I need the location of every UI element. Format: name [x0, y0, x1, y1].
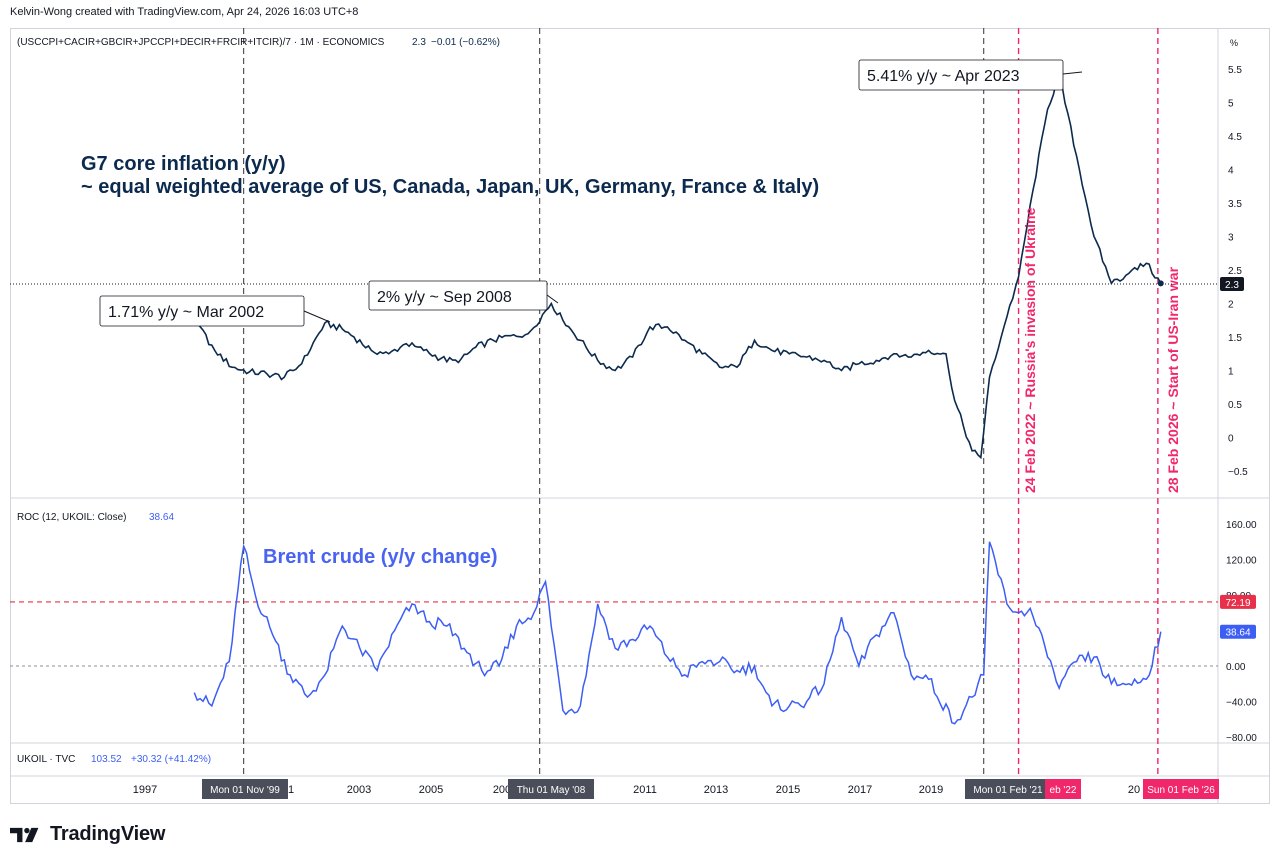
- x-tick-label: 2003: [347, 784, 371, 796]
- callout-2002: 1.71% y/y ~ Mar 2002: [99, 295, 331, 327]
- callout-2023-text: 5.41% y/y ~ Apr 2023: [867, 68, 1020, 85]
- tradingview-logo[interactable]: TradingView: [10, 823, 165, 846]
- bottom-y-tick-label: 120.00: [1226, 556, 1257, 567]
- brent-series-line: [193, 541, 1162, 725]
- x-badge-bg: [1045, 779, 1081, 799]
- tradingview-logo-text: TradingView: [50, 823, 166, 845]
- top-y-tick-label: 2: [1228, 300, 1234, 311]
- x-badge-label: Mon 01 Feb '21: [973, 785, 1043, 796]
- inflation-last-point: [1157, 280, 1164, 287]
- callout-2023: 5.41% y/y ~ Apr 2023: [858, 59, 1083, 91]
- x-badge-label: Mon 01 Nov '99: [210, 785, 280, 796]
- ukoil-legend-change: +30.32 (+41.42%): [131, 754, 211, 765]
- top-legend-change: −0.01 (−0.62%): [431, 37, 500, 48]
- chart-credit: Kelvin-Wong created with TradingView.com…: [10, 6, 359, 18]
- threshold-badge-text: 72.19: [1225, 598, 1250, 609]
- top-y-tick-label: 1.5: [1228, 333, 1242, 344]
- top-y-tick-label: −0.5: [1228, 467, 1248, 478]
- time-axis-ticks: 199701200320052002011201320152017201920: [133, 784, 1140, 796]
- bottom-y-tick-label: −80.00: [1226, 733, 1257, 744]
- top-y-tick-label: 5.5: [1228, 65, 1242, 76]
- threshold-badge: 72.19: [1220, 594, 1256, 609]
- x-tick-label: 2011: [633, 784, 657, 796]
- x-badge-bg: [965, 779, 1051, 799]
- event-label-ukraine: 24 Feb 2022 ~ Russia's invasion of Ukrai…: [1022, 207, 1038, 493]
- x-tick-label: 2015: [776, 784, 800, 796]
- roc-last-badge: 38.64: [1220, 624, 1256, 639]
- top-y-tick-label: 3.5: [1228, 199, 1242, 210]
- top-y-tick-label: 3: [1228, 233, 1234, 244]
- top-y-tick-label: 2.5: [1228, 266, 1242, 277]
- callout-2008-text: 2% y/y ~ Sep 2008: [377, 289, 512, 306]
- x-tick-label: 2013: [704, 784, 728, 796]
- top-unit-label: %: [1230, 38, 1238, 48]
- roc-legend-name: ROC (12, UKOIL: Close): [17, 512, 126, 523]
- ukoil-legend-value: 103.52: [91, 754, 122, 765]
- last-value-badge-text: 2.3: [1225, 280, 1239, 291]
- x-tick-label: 1997: [133, 784, 157, 796]
- x-badge-label: eb '22: [1050, 785, 1077, 796]
- x-tick-label: 200: [493, 784, 511, 796]
- top-y-tick-label: 5: [1228, 99, 1234, 110]
- bottom-y-tick-label: 160.00: [1226, 520, 1257, 531]
- x-badge-bg: [202, 779, 288, 799]
- roc-legend-value: 38.64: [149, 512, 174, 523]
- x-badge-label: Sun 01 Feb '26: [1147, 785, 1215, 796]
- top-legend-symbol: (USCCPI+CACIR+GBCIR+JPCCPI+DECIR+FRCIR+I…: [17, 37, 385, 48]
- x-tick-label: 2019: [919, 784, 943, 796]
- inflation-subtitle: ~ equal weighted average of US, Canada, …: [81, 176, 819, 198]
- top-y-tick-label: 4: [1228, 166, 1234, 177]
- vertical-markers: [243, 28, 1159, 776]
- ukoil-legend-name: UKOIL · TVC: [17, 754, 75, 765]
- tradingview-logo-icon: [10, 827, 39, 842]
- top-y-tick-label: 1: [1228, 367, 1234, 378]
- top-y-tick-label: 4.5: [1228, 132, 1242, 143]
- bottom-y-tick-label: −40.00: [1226, 698, 1257, 709]
- callout-2002-text: 1.71% y/y ~ Mar 2002: [108, 304, 264, 321]
- x-badge-bg: [508, 779, 594, 799]
- x-badge-label: Thu 01 May '08: [517, 785, 586, 796]
- inflation-title: G7 core inflation (y/y): [81, 153, 285, 175]
- top-legend-value: 2.3: [412, 37, 426, 48]
- top-y-tick-label: 0.5: [1228, 400, 1242, 411]
- brent-title: Brent crude (y/y change): [263, 546, 498, 568]
- top-y-axis: 5.5 5 4.5 4 3.5 3 2.5 2 1.5 1 0.5 0 −0.5: [1228, 65, 1248, 478]
- x-tick-label: 20: [1128, 784, 1140, 796]
- bottom-y-tick-label: 0.00: [1226, 662, 1246, 673]
- x-badge-bg: [1143, 779, 1219, 799]
- callout-2008: 2% y/y ~ Sep 2008: [368, 280, 559, 311]
- x-tick-label: 2017: [848, 784, 872, 796]
- time-axis-badges: Mon 01 Nov '99 Thu 01 May '08 Mon 01 Feb '…: [202, 779, 1219, 799]
- last-value-badge: 2.3: [1220, 277, 1244, 291]
- event-label-iran: 28 Feb 2026 ~ Start of US-Iran war: [1165, 266, 1181, 493]
- chart-frame: [10, 28, 1270, 804]
- inflation-series-line: [144, 72, 1162, 460]
- x-tick-label: 2005: [419, 784, 443, 796]
- top-y-tick-label: 0: [1228, 434, 1234, 445]
- roc-last-badge-text: 38.64: [1225, 628, 1250, 639]
